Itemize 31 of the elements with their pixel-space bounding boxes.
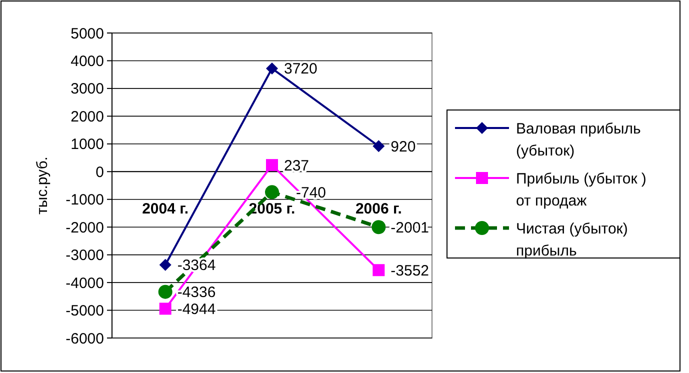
x-tick-label: 2006 г. bbox=[355, 200, 402, 218]
y-tick-label: 5000 bbox=[70, 25, 104, 42]
y-tick-label: 1000 bbox=[70, 136, 104, 154]
y-tick-label: -4000 bbox=[66, 274, 104, 292]
point bbox=[158, 284, 172, 299]
x-tick-label: 2004 г. bbox=[142, 200, 189, 218]
y-tick-label: -6000 bbox=[66, 330, 104, 348]
point bbox=[372, 264, 385, 276]
point bbox=[266, 62, 278, 74]
data-label: 237 bbox=[284, 157, 310, 174]
point bbox=[266, 159, 278, 172]
y-tick-label: 0 bbox=[96, 164, 104, 181]
point bbox=[372, 140, 385, 152]
data-label: 3720 bbox=[284, 60, 318, 78]
y-tick-label: 3000 bbox=[70, 80, 104, 98]
legend-label: Чистая (убыток) прибыль bbox=[516, 220, 628, 260]
y-axis-title: тыс.руб. bbox=[34, 156, 51, 214]
y-tick-label: -3000 bbox=[66, 247, 104, 264]
legend-label: Прибыль (убыток ) от продаж bbox=[516, 170, 646, 210]
point bbox=[159, 302, 172, 315]
point bbox=[265, 185, 279, 200]
data-label: -4336 bbox=[177, 284, 216, 302]
y-tick-label: -1000 bbox=[66, 192, 104, 209]
point bbox=[159, 258, 172, 271]
y-tick-label: -5000 bbox=[66, 302, 104, 320]
legend-label: Валовая прибыль (убыток) bbox=[516, 120, 642, 160]
y-tick-label: 4000 bbox=[70, 52, 104, 70]
data-label: -3552 bbox=[390, 262, 430, 280]
y-tick-label: 2000 bbox=[70, 108, 104, 126]
point bbox=[372, 220, 386, 234]
y-tick-label: -2000 bbox=[66, 219, 104, 236]
